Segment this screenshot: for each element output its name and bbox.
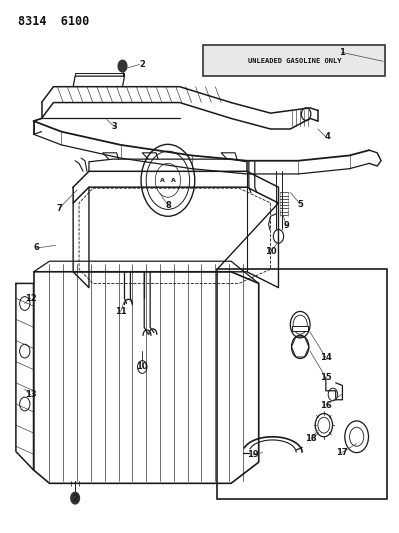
Text: 13: 13: [25, 390, 36, 399]
Text: 16: 16: [320, 401, 332, 409]
Text: 14: 14: [320, 353, 332, 362]
Text: 9: 9: [283, 221, 289, 230]
Text: 8: 8: [165, 200, 171, 209]
Text: 2: 2: [139, 60, 145, 69]
Text: 10: 10: [265, 247, 277, 256]
Text: 10: 10: [136, 362, 148, 372]
Text: 2: 2: [72, 494, 78, 503]
Circle shape: [118, 60, 127, 72]
Text: 3: 3: [112, 123, 117, 132]
Text: 7: 7: [57, 204, 62, 213]
Text: 4: 4: [325, 132, 331, 141]
Text: 17: 17: [336, 448, 348, 457]
Text: A: A: [172, 178, 176, 183]
Text: 18: 18: [305, 434, 317, 443]
Text: A: A: [160, 178, 164, 183]
Text: 6: 6: [34, 244, 40, 253]
Text: 1: 1: [339, 48, 345, 57]
FancyBboxPatch shape: [203, 45, 385, 76]
Text: 19: 19: [247, 450, 259, 459]
Text: 11: 11: [115, 307, 126, 316]
Text: 12: 12: [25, 294, 36, 303]
Text: 15: 15: [320, 373, 332, 382]
Text: 5: 5: [297, 199, 303, 208]
Text: UNLEADED GASOLINE ONLY: UNLEADED GASOLINE ONLY: [247, 58, 341, 64]
Bar: [292, 326, 308, 331]
Circle shape: [71, 492, 79, 504]
Text: 8314  6100: 8314 6100: [18, 15, 89, 28]
